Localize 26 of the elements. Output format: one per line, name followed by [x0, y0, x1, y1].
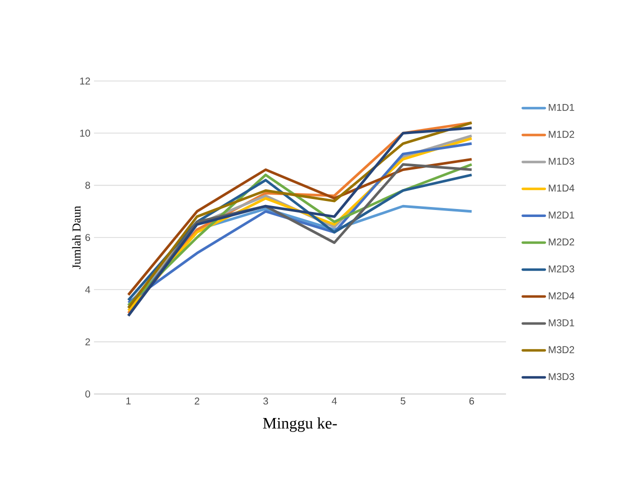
legend-label: M2D3: [548, 265, 574, 272]
x-tick-label: 5: [400, 398, 406, 404]
legend-label: M2D1: [548, 211, 574, 218]
x-tick-label: 2: [194, 398, 200, 404]
legend-label: M1D4: [548, 184, 574, 192]
y-tick-label: 12: [80, 78, 90, 84]
y-tick-label: 10: [80, 130, 90, 137]
legend-label: M2D4: [548, 292, 574, 300]
y-tick-label: 2: [85, 338, 90, 346]
legend-label: M3D2: [548, 346, 574, 354]
legend-label: M3D1: [548, 319, 574, 326]
y-tick-label: 6: [85, 234, 90, 242]
legend-label: M1D1: [548, 104, 574, 111]
legend-label: M3D3: [548, 373, 574, 380]
x-tick-label: 3: [263, 398, 268, 405]
legend-label: M1D2: [548, 130, 574, 138]
x-tick-label: 4: [332, 398, 337, 404]
x-tick-label: 1: [126, 398, 131, 404]
legend-label: M1D3: [548, 158, 574, 165]
y-axis-title: Jumlah Daun: [72, 206, 81, 269]
legend-label: M2D2: [548, 238, 574, 246]
x-axis-title: Minggu ke-: [263, 417, 337, 432]
y-tick-label: 8: [85, 182, 90, 189]
x-tick-label: 6: [469, 398, 474, 405]
y-tick-label: 0: [85, 390, 90, 398]
y-tick-label: 4: [85, 286, 90, 294]
